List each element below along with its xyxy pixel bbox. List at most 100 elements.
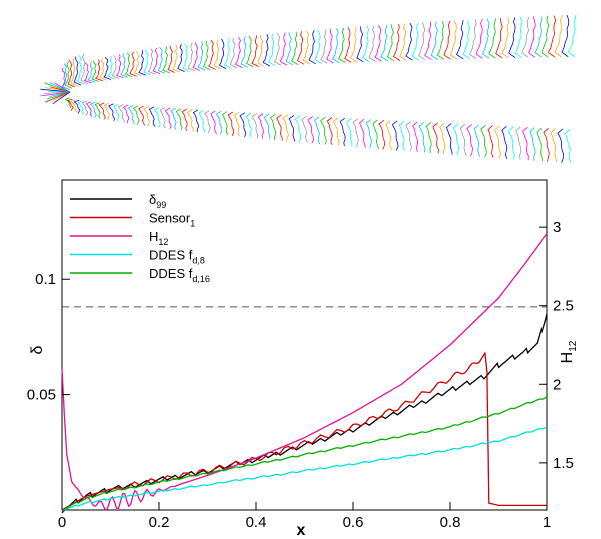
upper-velocity-profile: [528, 16, 536, 58]
lower-velocity-profile: [198, 109, 206, 133]
series-line-1: [61, 313, 548, 514]
upper-velocity-profile: [134, 50, 142, 77]
lower-velocity-profile: [425, 122, 432, 154]
right-y-axis-title-sub: 12: [568, 340, 579, 352]
upper-velocity-profile: [83, 62, 92, 84]
upper-velocity-profile: [99, 58, 107, 81]
lower-velocity-profile: [70, 99, 78, 113]
upper-velocity-profile: [157, 46, 165, 74]
upper-velocity-profile: [279, 32, 288, 66]
lower-velocity-profile: [276, 114, 283, 141]
lower-velocity-profile: [122, 104, 130, 124]
upper-velocity-profile: [462, 19, 471, 59]
lower-velocity-profile: [346, 118, 353, 147]
lower-velocity-profile: [412, 121, 419, 153]
upper-velocity-profile: [488, 18, 497, 59]
upper-velocity-profile: [115, 54, 124, 79]
upper-velocity-profile: [182, 43, 190, 72]
lower-velocity-profile: [128, 105, 135, 125]
upper-velocity-profile: [475, 18, 483, 59]
lower-velocity-profile: [320, 116, 327, 145]
x-tick-label: 1: [543, 514, 551, 531]
lower-velocity-profile: [565, 128, 572, 164]
lower-velocity-profile: [103, 103, 110, 121]
lower-velocity-profile: [282, 114, 289, 142]
upper-velocity-profile: [501, 17, 510, 59]
lower-velocity-profile: [557, 128, 565, 163]
upper-velocity-profile: [229, 37, 237, 69]
lower-velocity-profile: [164, 107, 172, 129]
upper-velocity-profile: [308, 30, 316, 65]
upper-velocity-profile: [374, 25, 382, 62]
lower-velocity-profile: [143, 106, 150, 127]
left-y-tick-label: 0.1: [35, 271, 56, 288]
lower-velocity-profile: [391, 120, 399, 151]
lower-velocity-profile: [501, 125, 508, 159]
upper-velocity-profile: [430, 21, 438, 60]
leading-edge-profile: [52, 91, 71, 105]
upper-velocity-profile: [64, 61, 73, 89]
upper-velocity-profile: [350, 26, 358, 63]
lower-velocity-profile: [536, 127, 543, 162]
lower-velocity-profile: [288, 115, 296, 142]
upper-velocity-profile: [436, 21, 445, 60]
upper-velocity-profile: [95, 59, 103, 82]
lower-velocity-profile: [378, 119, 386, 150]
upper-velocity-profile: [192, 42, 200, 71]
series-line-3: [61, 233, 548, 511]
upper-velocity-profile: [386, 24, 395, 62]
upper-velocity-profile: [332, 28, 340, 64]
lower-velocity-profile: [365, 119, 373, 149]
x-tick-label: 0.8: [440, 514, 461, 531]
upper-velocity-profile: [405, 22, 413, 61]
boundary-layer-chart: 0 0.2 0.4 0.6 0.8 1 0.05 0.1 1.5 2 2.5 3 x δ H12 δ9…: [27, 179, 579, 539]
x-tick-label: 0.6: [343, 514, 364, 531]
upper-velocity-profile: [344, 27, 352, 63]
upper-velocity-profile: [208, 39, 216, 70]
upper-velocity-profile: [338, 27, 346, 63]
lower-velocity-profile: [170, 108, 177, 130]
leading-edge-profile: [45, 91, 71, 103]
upper-velocity-profile: [162, 46, 170, 74]
upper-velocity-profile: [240, 36, 248, 68]
upper-velocity-profile: [273, 33, 282, 66]
right-y-tick-label: 3: [553, 219, 561, 236]
lower-velocity-profile: [473, 124, 481, 157]
lower-velocity-profile: [326, 117, 333, 146]
upper-velocity-profile: [411, 22, 419, 61]
upper-velocity-profile: [297, 31, 305, 65]
series-line-2: [61, 351, 547, 511]
lower-velocity-profile: [459, 123, 467, 156]
right-y-axis-title-main: H: [559, 352, 576, 364]
upper-velocity-profile: [314, 29, 322, 64]
lower-velocity-profile: [487, 125, 494, 158]
upper-velocity-profile: [449, 20, 457, 60]
ticks-layer: 0 0.2 0.4 0.6 0.8 1 0.05 0.1 1.5 2 2.5 3: [27, 219, 574, 531]
upper-velocity-profile: [290, 31, 299, 65]
upper-velocity-profile: [87, 61, 96, 83]
upper-velocity-profile: [73, 56, 82, 86]
legend-label: H12: [149, 229, 168, 247]
lower-velocity-profile: [148, 106, 156, 127]
lower-velocity-profile: [64, 97, 72, 109]
upper-velocity-profile: [547, 15, 557, 58]
lower-velocity-profile: [118, 104, 125, 123]
upper-velocity-profile: [268, 33, 276, 67]
lower-velocity-profile: [98, 102, 106, 120]
lower-velocity-profile: [307, 116, 314, 144]
upper-velocity-profile: [111, 55, 120, 79]
lower-velocity-profile: [239, 112, 247, 138]
upper-velocity-profile: [399, 23, 407, 61]
upper-velocity-profile: [70, 58, 78, 87]
lower-velocity-profile: [210, 110, 217, 135]
left-y-tick-label: 0.05: [27, 387, 56, 404]
upper-velocity-profile: [392, 23, 401, 61]
lower-velocity-profile: [439, 122, 446, 155]
lower-velocity-profile: [138, 105, 146, 126]
right-y-tick-label: 2.5: [553, 298, 574, 315]
lower-velocity-profile: [251, 113, 259, 139]
lower-velocity-profile: [480, 124, 487, 158]
upper-velocity-profile: [197, 41, 206, 71]
legend-label: DDES fd,8: [149, 248, 205, 266]
